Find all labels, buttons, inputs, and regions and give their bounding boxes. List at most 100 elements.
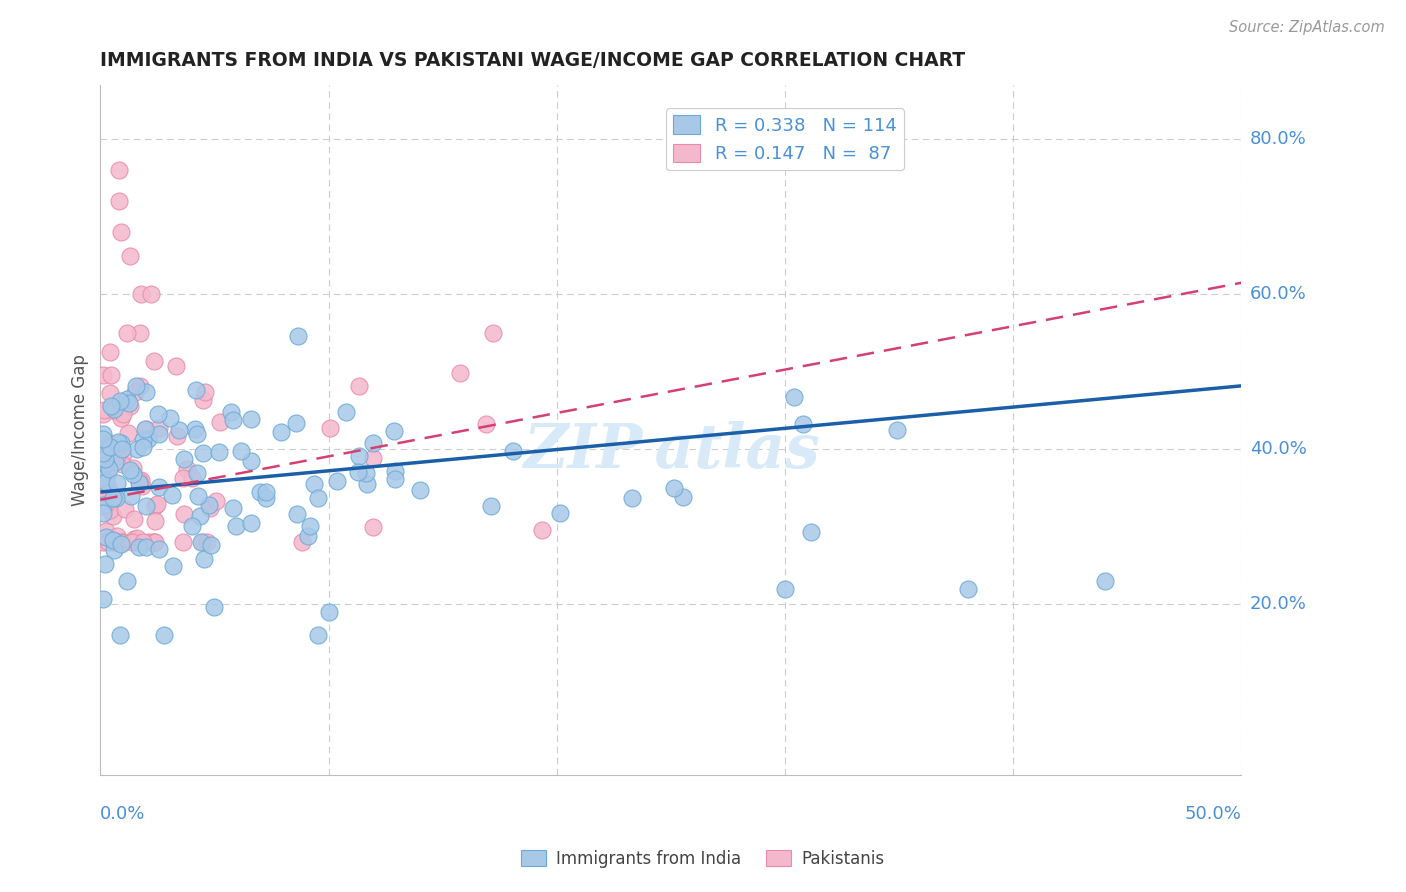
Point [91, 368, 114, 382]
Point [131, 287, 153, 301]
Point [105, 529, 128, 543]
Point [191, 392, 214, 407]
Point [307, 491, 329, 505]
Point [187, 489, 209, 503]
Point [103, 533, 125, 547]
Point [142, 535, 165, 549]
Point [191, 445, 214, 459]
Point [135, 422, 157, 436]
Point [186, 466, 208, 480]
Point [91, 471, 114, 485]
Point [482, 326, 505, 340]
Legend: R = 0.338   N = 114, R = 0.147   N =  87: R = 0.338 N = 114, R = 0.147 N = 87 [666, 108, 904, 170]
Point [132, 434, 155, 448]
Point [94, 452, 117, 467]
Point [662, 481, 685, 495]
Point [107, 194, 129, 209]
Point [93, 451, 115, 466]
Point [319, 421, 342, 435]
Point [110, 226, 132, 240]
Point [127, 531, 149, 545]
Point [190, 535, 212, 549]
Point [176, 462, 198, 476]
Point [361, 435, 384, 450]
Point [194, 384, 217, 399]
Point [117, 392, 139, 407]
Point [249, 485, 271, 500]
Point [122, 512, 145, 526]
Point [326, 474, 349, 488]
Point [195, 535, 218, 549]
Point [382, 424, 405, 438]
Point [129, 379, 152, 393]
Point [148, 479, 170, 493]
Point [93, 486, 115, 500]
Text: IMMIGRANTS FROM INDIA VS PAKISTANI WAGE/INCOME GAP CORRELATION CHART: IMMIGRANTS FROM INDIA VS PAKISTANI WAGE/… [100, 51, 966, 70]
Point [208, 415, 231, 429]
Point [128, 540, 150, 554]
Point [121, 467, 143, 481]
Point [621, 491, 644, 506]
Point [956, 582, 979, 596]
Point [103, 509, 125, 524]
Point [104, 455, 127, 469]
Point [173, 507, 195, 521]
Point [108, 535, 131, 549]
Point [222, 413, 245, 427]
Point [117, 574, 139, 588]
Point [122, 461, 145, 475]
Point [143, 535, 166, 549]
Text: Source: ZipAtlas.com: Source: ZipAtlas.com [1229, 20, 1385, 35]
Point [110, 537, 132, 551]
Point [548, 506, 571, 520]
Point [127, 442, 149, 456]
Point [205, 493, 228, 508]
Point [111, 458, 134, 472]
Point [124, 535, 146, 549]
Point [191, 535, 214, 549]
Point [112, 447, 135, 461]
Point [129, 473, 152, 487]
Point [91, 592, 114, 607]
Point [115, 326, 138, 340]
Point [188, 508, 211, 523]
Point [97, 535, 120, 549]
Point [110, 436, 132, 450]
Point [193, 552, 215, 566]
Point [166, 429, 188, 443]
Point [409, 483, 432, 498]
Point [886, 423, 908, 437]
Point [335, 405, 357, 419]
Point [186, 427, 208, 442]
Point [139, 287, 162, 301]
Point [783, 390, 806, 404]
Point [200, 501, 222, 516]
Point [148, 427, 170, 442]
Point [475, 417, 498, 431]
Point [198, 498, 221, 512]
Point [200, 538, 222, 552]
Point [479, 499, 502, 513]
Point [131, 479, 153, 493]
Point [773, 582, 796, 596]
Point [142, 535, 165, 549]
Point [97, 438, 120, 452]
Point [117, 425, 139, 440]
Point [202, 599, 225, 614]
Point [162, 559, 184, 574]
Point [103, 491, 125, 506]
Point [98, 461, 121, 475]
Point [118, 396, 141, 410]
Point [356, 477, 378, 491]
Point [107, 163, 129, 178]
Point [184, 384, 207, 398]
Point [98, 440, 121, 454]
Point [120, 399, 142, 413]
Y-axis label: Wage/Income Gap: Wage/Income Gap [72, 354, 89, 506]
Point [120, 489, 142, 503]
Point [354, 466, 377, 480]
Point [96, 475, 118, 490]
Point [136, 432, 159, 446]
Point [96, 467, 118, 481]
Point [240, 454, 263, 468]
